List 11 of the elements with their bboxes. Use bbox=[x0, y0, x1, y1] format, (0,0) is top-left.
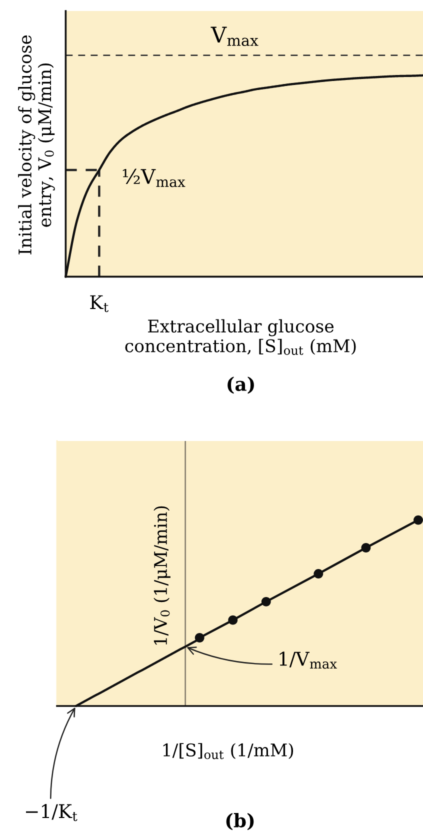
ref-line-label: V$_{max}$ bbox=[210, 26, 258, 46]
y-axis-title: Initial velocity of glucose entry, V$_{0}$ (μM/min) bbox=[18, 35, 55, 254]
y-axis-title: 1/V$_{0}$ (1/μM/min) bbox=[154, 506, 170, 645]
annotation: ½V$_{max}$ bbox=[122, 168, 186, 188]
text: (b) bbox=[226, 812, 254, 830]
annotation: 1/V$_{max}$ bbox=[280, 652, 337, 669]
text: −1/K$_{t}$ bbox=[26, 804, 78, 822]
x-axis-title: 1/[S]$_{out}$ (1/mM) bbox=[163, 743, 294, 760]
text: K$_{t}$ bbox=[90, 295, 109, 312]
x-axis-title: Extracellular glucose concentration, [S]$_{out}$ (mM) bbox=[125, 319, 356, 355]
text: (a) bbox=[228, 376, 254, 394]
